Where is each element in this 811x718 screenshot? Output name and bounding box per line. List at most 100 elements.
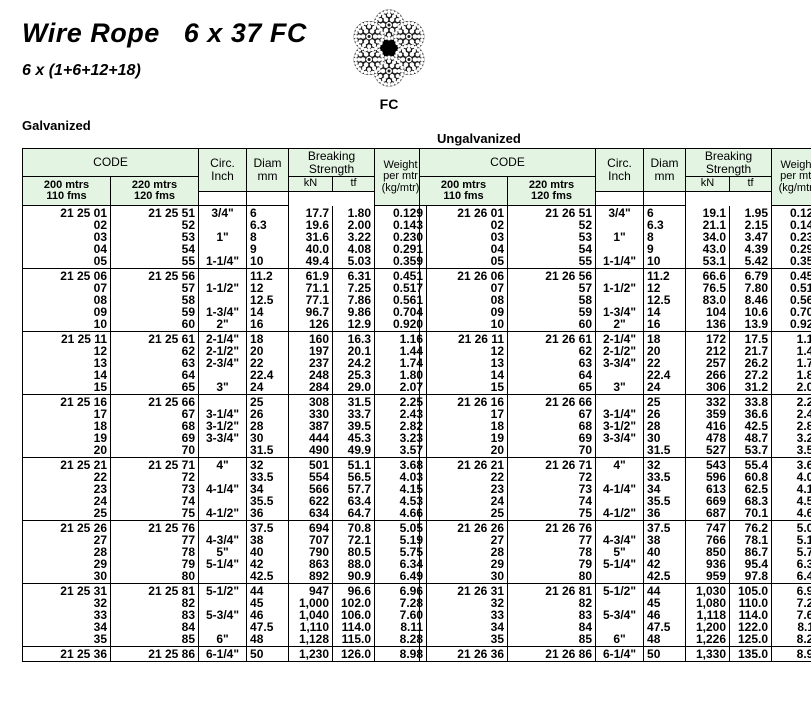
- table-row[interactable]: 27 77 4-3/4" 38 707 72.1 5.19: [22, 534, 428, 547]
- table-row[interactable]: 04 54 9 40.0 4.08 0.291: [22, 243, 428, 256]
- table-row[interactable]: 25 75 4-1/2" 36 634 64.7 4.66: [22, 507, 428, 522]
- table-row[interactable]: 17 67 3-1/4" 26 330 33.7 2.43: [22, 408, 428, 421]
- table-row[interactable]: 21 25 16 21 25 66 25 308 31.5 2.25: [22, 394, 428, 409]
- cell-breaking-kn: 359: [685, 408, 731, 421]
- cell-weight-kgm: 0.230: [771, 231, 811, 244]
- table-row[interactable]: 22 72 33.5 554 56.5 4.03: [22, 471, 428, 484]
- table-row[interactable]: 09 59 1-3/4" 14 96.7 9.86 0.704: [22, 306, 428, 319]
- header-code-group: CODE: [21, 147, 200, 178]
- cell-breaking-kn: 19.1: [685, 205, 731, 220]
- cell-weight-kgm: 7.60: [374, 609, 428, 622]
- table-row[interactable]: 21 25 01 21 25 51 3/4" 6 17.7 1.80 0.129: [22, 205, 428, 220]
- cell-breaking-tf: 78.1: [729, 534, 773, 547]
- table-row[interactable]: 03 53 1" 8 31.6 3.22 0.230: [22, 231, 428, 244]
- table-row[interactable]: 24 74 35.5 622 63.4 4.53: [22, 495, 428, 508]
- table-row[interactable]: 32 82 45 1,000 102.0 7.28: [22, 597, 428, 610]
- cell-code-200: 13: [419, 357, 508, 370]
- table-row[interactable]: 23 73 4-1/4" 34 566 57.7 4.15: [22, 483, 428, 496]
- cell-code-200: 09: [419, 306, 508, 319]
- table-row[interactable]: 12 62 2-1/2" 20 197 20.1 1.44: [22, 345, 428, 358]
- table-row[interactable]: 30 80 42.5 892 90.9 6.49: [22, 570, 428, 585]
- table-row[interactable]: 14 64 22.4 248 25.3 1.80: [22, 369, 428, 382]
- cell-breaking-tf: 64.7: [332, 507, 376, 522]
- table-row[interactable]: 02 52 6.3 19.6 2.00 0.143: [22, 219, 428, 232]
- table-row[interactable]: 21 25 36 21 25 86 6-1/4" 50 1,230 126.0 8.98: [22, 646, 428, 663]
- cell-circ-inch: 4-1/2": [198, 507, 248, 522]
- table-row[interactable]: 15 65 3" 24 284 29.0 2.07: [22, 381, 428, 396]
- cell-code-200: 21 26 06: [419, 268, 508, 283]
- cell-weight-kgm: 3.57: [771, 444, 811, 459]
- cell-breaking-kn: 1,080: [685, 597, 731, 610]
- cell-code-220: 74: [506, 495, 597, 508]
- cell-code-220: 60: [506, 318, 597, 333]
- cell-breaking-tf: 16.3: [332, 331, 376, 346]
- table-row[interactable]: 05 55 1-1/4" 10 49.4 5.03 0.359: [22, 255, 428, 270]
- table-row[interactable]: 21 25 11 21 25 61 2-1/4" 18 160 16.3 1.16: [22, 331, 428, 346]
- table-row[interactable]: 29 79 5-1/4" 42 863 88.0 6.34: [22, 558, 428, 571]
- table-row[interactable]: 21 25 31 21 25 81 5-1/2" 44 947 96.6 6.96: [22, 583, 428, 598]
- table-row-group: 21 25 26 21 25 76 37.5 694 70.8 5.05 27 77 4-3/…: [22, 520, 428, 585]
- cell-code-200: 21 26 36: [419, 646, 508, 663]
- cell-code-220: 64: [506, 369, 597, 382]
- table-row[interactable]: 10 60 2" 16 126 12.9 0.920: [22, 318, 428, 333]
- table-row[interactable]: 21 25 21 21 25 71 4" 32 501 51.1 3.68: [22, 457, 428, 472]
- table-row[interactable]: 34 84 47.5 1,110 114.0 8.11: [22, 621, 428, 634]
- table-row[interactable]: 20 70 31.5 490 49.9 3.57: [22, 444, 428, 459]
- table-row[interactable]: 19 69 3-3/4" 30 444 45.3 3.23: [22, 432, 428, 445]
- table-row[interactable]: 28 78 5" 40 790 80.5 5.75: [22, 546, 428, 559]
- table-row[interactable]: 33 83 5-3/4" 46 1,040 106.0 7.60: [22, 609, 428, 622]
- table-row[interactable]: 21 25 26 21 25 76 37.5 694 70.8 5.05: [22, 520, 428, 535]
- table-row[interactable]: 21 25 06 21 25 56 11.2 61.9 6.31 0.451: [22, 268, 428, 283]
- table-row[interactable]: 18 68 3-1/2" 28 387 39.5 2.82: [22, 420, 428, 433]
- cell-breaking-kn: 1,030: [685, 583, 731, 598]
- cell-breaking-tf: 7.80: [729, 282, 773, 295]
- table-row[interactable]: 08 58 12.5 77.1 7.86 0.561: [22, 294, 428, 307]
- table-row[interactable]: 07 57 1-1/2" 12 71.1 7.25 0.517: [22, 282, 428, 295]
- cell-circ-inch: 3-1/4": [595, 408, 645, 421]
- cell-code-220: 53: [109, 231, 200, 244]
- cell-code-200: 34: [22, 621, 111, 634]
- cell-code-200: 35: [419, 633, 508, 648]
- table-row[interactable]: 35 85 6" 48 1,128 115.0 8.28: [22, 633, 428, 648]
- table-row[interactable]: 13 63 2-3/4" 22 237 24.2 1.74: [22, 357, 428, 370]
- cell-code-200: 03: [419, 231, 508, 244]
